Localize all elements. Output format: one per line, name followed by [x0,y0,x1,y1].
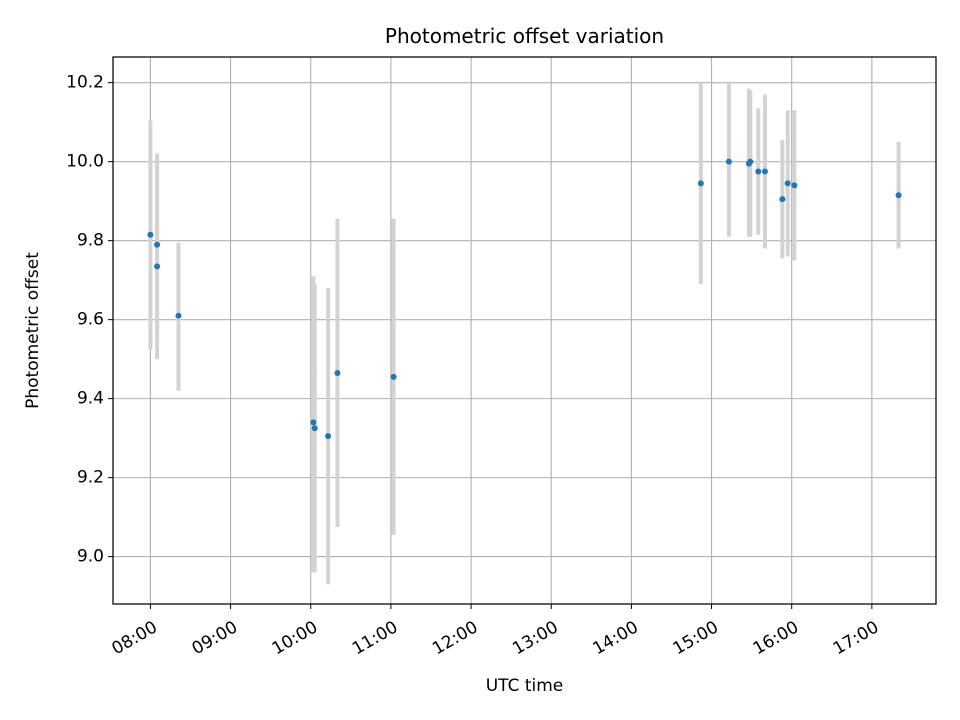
data-point [755,168,762,175]
data-point [779,196,786,203]
data-point [334,369,341,376]
data-point [697,180,704,187]
y-tick-label: 9.0 [77,547,104,567]
data-point [325,433,332,440]
y-tick-label: 9.4 [77,389,104,409]
data-point [310,419,317,426]
data-point [154,241,161,248]
y-tick-label: 9.6 [77,310,104,330]
data-point [311,425,318,432]
data-point [747,158,754,165]
grid [113,57,936,604]
y-tick-label: 10.2 [66,73,104,93]
data-point [895,192,902,199]
data-point [154,263,161,270]
y-axis-label: Photometric offset [23,252,43,409]
y-tick-label: 10.0 [66,152,104,172]
y-tick-label: 9.8 [77,231,104,251]
y-tick-label: 9.2 [77,468,104,488]
plot-frame [112,56,937,605]
data-point [791,182,798,189]
chart-title: Photometric offset variation [385,24,664,48]
data-point [761,168,768,175]
data-points [147,158,902,440]
x-axis-label: UTC time [486,676,564,696]
data-point [784,180,791,187]
data-point [390,373,397,380]
data-point [725,158,732,165]
data-point [175,312,182,319]
data-point [147,231,154,238]
y-axis-ticks: 9.0 9.2 9.4 9.6 9.8 10.0 10.2 [66,73,113,567]
